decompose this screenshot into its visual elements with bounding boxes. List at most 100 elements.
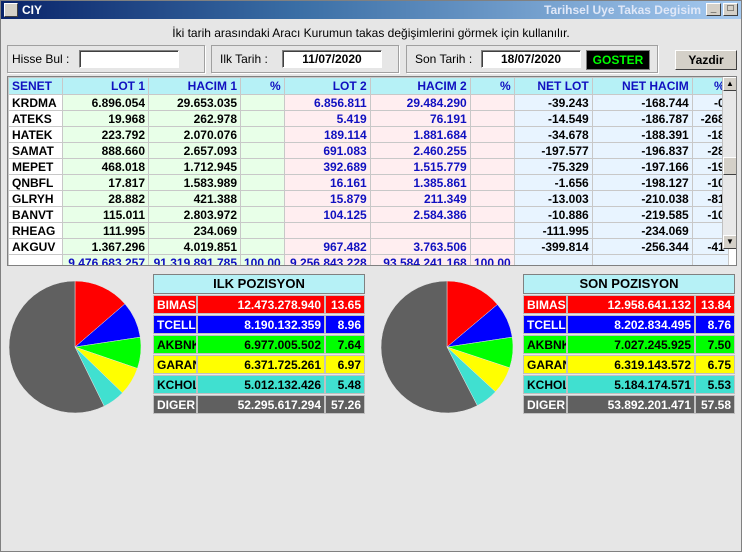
table-row[interactable]: MEPET 468.018 1.712.945 392.689 1.515.779 -75… <box>8 158 729 175</box>
table-cell: 1.712.945 <box>148 158 241 175</box>
grid-header-cell[interactable]: % <box>469 77 515 95</box>
hisse-label: Hisse Bul : <box>12 52 70 66</box>
pie-slice-diger <box>380 280 478 414</box>
table-cell <box>469 142 515 159</box>
table-cell: BANVT <box>8 206 63 223</box>
table-cell: 1.515.779 <box>369 158 471 175</box>
ilk-tarih-field[interactable]: 11/07/2020 <box>282 50 382 68</box>
grid-header-cell[interactable]: % <box>691 77 729 95</box>
maximize-icon[interactable]: □ <box>723 3 738 16</box>
grid-scrollbar[interactable]: ▲ ▼ <box>722 77 736 249</box>
table-cell: -10 <box>691 174 729 191</box>
position-row: GARAN 6.371.725.261 6.97 <box>153 355 365 374</box>
position-name: AKBNK <box>523 335 567 354</box>
table-cell: -256.344 <box>591 238 693 255</box>
table-cell: -399.814 <box>513 238 593 255</box>
table-cell: 1.385.861 <box>369 174 471 191</box>
table-cell: MEPET <box>8 158 63 175</box>
total-cell: 9.256.843.228 <box>283 254 371 265</box>
table-cell: -111.995 <box>513 222 593 239</box>
table-row[interactable]: KRDMA 6.896.054 29.653.035 6.856.811 29.484.… <box>8 94 729 111</box>
table-cell: 15.879 <box>283 190 371 207</box>
grid-header-cell[interactable]: NET LOT <box>513 77 593 95</box>
hint-text: İki tarih arasındaki Aracı Kurumun takas… <box>172 26 570 40</box>
table-cell <box>283 222 371 239</box>
position-name: DIGER <box>523 395 567 414</box>
table-row[interactable]: ATEKS 19.968 262.978 5.419 76.191 -14.549 -186… <box>8 110 729 127</box>
table-cell: 262.978 <box>148 110 241 127</box>
position-name: AKBNK <box>153 335 197 354</box>
table-cell: -34.678 <box>513 126 593 143</box>
total-cell <box>513 254 593 265</box>
search-group <box>7 45 205 73</box>
table-cell <box>369 222 471 239</box>
pie-slice-diger <box>8 280 105 414</box>
grid-header-cell[interactable]: HACIM 2 <box>369 77 471 95</box>
position-pct: 13.65 <box>325 295 365 314</box>
table-cell <box>240 206 285 223</box>
position-name: KCHOL <box>153 375 197 394</box>
table-cell <box>469 110 515 127</box>
position-name: GARAN <box>153 355 197 374</box>
table-row[interactable]: SAMAT 888.660 2.657.093 691.083 2.460.255 -19… <box>8 142 729 159</box>
position-row: AKBNK 6.977.005.502 7.64 <box>153 335 365 354</box>
table-cell: 2.070.076 <box>148 126 241 143</box>
position-pct: 7.50 <box>695 335 735 354</box>
table-cell: -39.243 <box>513 94 593 111</box>
table-cell: -219.585 <box>591 206 693 223</box>
minimize-icon[interactable]: _ <box>706 3 721 16</box>
table-cell: 4.019.851 <box>148 238 241 255</box>
table-row[interactable]: AKGUV 1.367.296 4.019.851 967.482 3.763.506 -… <box>8 238 729 255</box>
table-cell <box>469 94 515 111</box>
position-row: BIMAS 12.473.278.940 13.65 <box>153 295 365 314</box>
app-icon <box>4 3 18 17</box>
total-cell: 9.476.683.257 <box>62 254 149 265</box>
table-cell: 1.367.296 <box>62 238 149 255</box>
position-name: GARAN <box>523 355 567 374</box>
grid-header-cell[interactable]: SENET <box>8 77 63 95</box>
grid-header-cell[interactable]: % <box>240 77 285 95</box>
goster-button[interactable]: GOSTER <box>586 50 650 70</box>
position-value: 8.190.132.359 <box>197 315 325 334</box>
position-value: 52.295.617.294 <box>197 395 325 414</box>
position-pct: 8.96 <box>325 315 365 334</box>
table-cell: 211.349 <box>369 190 471 207</box>
data-grid[interactable]: SENET LOT 1 HACIM 1% LOT 2 HACIM 2% NET LOT NE… <box>7 76 737 266</box>
table-cell: -41 <box>691 238 729 255</box>
scroll-down-icon[interactable]: ▼ <box>723 235 736 249</box>
position-row: KCHOL 5.184.174.571 5.53 <box>523 375 735 394</box>
son-tarih-field[interactable]: 18/07/2020 <box>481 50 581 68</box>
position-row: DIGER 52.295.617.294 57.26 <box>153 395 365 414</box>
table-cell: -198.127 <box>591 174 693 191</box>
total-cell: 93.584.241.168 <box>369 254 471 265</box>
table-cell: AKGUV <box>8 238 63 255</box>
table-row[interactable]: BANVT 115.011 2.803.972 104.125 2.584.386 -10… <box>8 206 729 223</box>
table-row[interactable]: QNBFL 17.817 1.583.989 16.161 1.385.861 -1.65… <box>8 174 729 191</box>
table-cell <box>469 206 515 223</box>
son-pozisyon-title: SON POZISYON <box>523 274 735 294</box>
hisse-search-input[interactable] <box>79 50 179 68</box>
scroll-thumb[interactable] <box>723 157 736 175</box>
position-value: 6.371.725.261 <box>197 355 325 374</box>
table-cell <box>691 222 729 239</box>
position-value: 53.892.201.471 <box>567 395 695 414</box>
grid-header-cell[interactable]: LOT 2 <box>283 77 371 95</box>
total-cell: 100,00 <box>240 254 285 265</box>
grid-header-cell[interactable]: HACIM 1 <box>148 77 241 95</box>
yazdir-button[interactable]: Yazdir <box>675 50 737 70</box>
table-row[interactable]: RHEAG 111.995 234.069 -111.995 -234.069 <box>8 222 729 239</box>
position-row: KCHOL 5.012.132.426 5.48 <box>153 375 365 394</box>
grid-header-cell[interactable]: LOT 1 <box>62 77 149 95</box>
table-cell: -10 <box>691 206 729 223</box>
table-cell: 888.660 <box>62 142 149 159</box>
position-pct: 57.26 <box>325 395 365 414</box>
table-cell: 392.689 <box>283 158 371 175</box>
total-cell: 91.319.891.785 <box>148 254 241 265</box>
position-pct: 13.84 <box>695 295 735 314</box>
table-row[interactable]: GLRYH 28.882 421.388 15.879 211.349 -13.003 -2… <box>8 190 729 207</box>
title-bar[interactable]: CIY Tarihsel Uye Takas Degisim _ □ <box>1 1 741 19</box>
position-pct: 6.75 <box>695 355 735 374</box>
table-row[interactable]: HATEK 223.792 2.070.076 189.114 1.881.684 -34… <box>8 126 729 143</box>
grid-header-cell[interactable]: NET HACIM <box>591 77 693 95</box>
scroll-up-icon[interactable]: ▲ <box>723 77 736 91</box>
